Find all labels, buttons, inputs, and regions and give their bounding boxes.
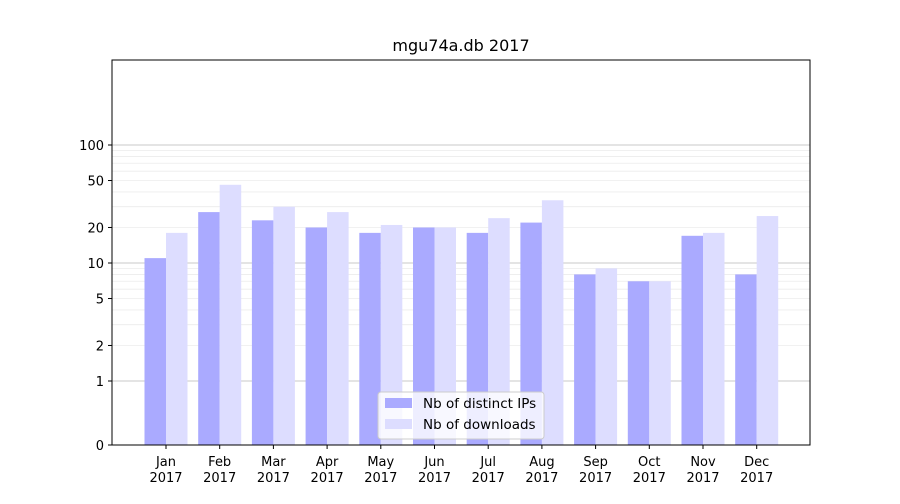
x-axis: Jan 2017 Feb 2017 Mar 2017 Apr 2017 May 2017 Jun 20… (149, 445, 773, 486)
bar-downloads (219, 184, 242, 446)
x-tick-label: Jul 2017 (472, 455, 505, 486)
bar-downloads (434, 227, 456, 445)
x-tick-label: May 2017 (364, 455, 397, 486)
bar-downloads (541, 200, 564, 445)
y-tick-label: 50 (87, 175, 104, 190)
x-tick-label: Jan 2017 (149, 455, 182, 486)
bar-distinct-ips (413, 227, 435, 445)
legend-label-distinct-ips: Nb of distinct IPs (423, 396, 536, 412)
bar-downloads (273, 206, 295, 445)
bar-downloads (166, 232, 188, 445)
bar-downloads (703, 232, 725, 445)
y-tick-label: 2 (96, 339, 104, 354)
bar-distinct-ips (735, 274, 757, 445)
y-tick-label: 100 (79, 139, 104, 154)
x-tick-label: Jun 2017 (418, 455, 451, 486)
bar-distinct-ips (359, 232, 381, 445)
x-tick-label: Nov 2017 (686, 455, 719, 486)
x-tick-label: Oct 2017 (633, 455, 666, 486)
x-tick-label: Aug 2017 (525, 455, 558, 486)
x-tick-label: Mar 2017 (257, 455, 290, 486)
legend: Nb of distinct IPs Nb of downloads (377, 391, 545, 440)
y-tick-label: 10 (87, 257, 104, 272)
plot-frame (111, 59, 811, 446)
bar-distinct-ips (198, 212, 220, 445)
bar-distinct-ips (251, 220, 274, 445)
legend-swatch-distinct-ips (385, 398, 412, 408)
chart-title: mgu74a.db 2017 (392, 36, 529, 55)
legend-label-downloads: Nb of downloads (423, 417, 536, 433)
y-axis: 0 1 2 5 10 20 50 100 (79, 139, 112, 454)
bar-distinct-ips (520, 222, 542, 445)
bar-downloads (649, 281, 671, 445)
bar-distinct-ips (144, 258, 166, 445)
bar-distinct-ips (574, 274, 596, 445)
y-tick-label: 20 (87, 221, 104, 236)
legend-box (377, 391, 545, 440)
x-tick-label: Feb 2017 (203, 455, 236, 486)
bar-distinct-ips (305, 227, 328, 445)
x-tick-label: Sep 2017 (579, 455, 612, 486)
bar-distinct-ips (681, 235, 703, 445)
bar-distinct-ips (627, 281, 650, 445)
y-tick-label: 0 (96, 439, 104, 454)
bar-downloads (380, 224, 403, 445)
bars (144, 184, 779, 446)
x-tick-label: Apr 2017 (311, 455, 344, 486)
y-tick-label: 1 (96, 375, 104, 390)
bar-downloads (595, 268, 618, 445)
x-tick-label: Dec 2017 (740, 455, 773, 486)
bar-downloads (756, 216, 779, 445)
bar-downloads (488, 218, 510, 445)
y-tick-label: 5 (96, 293, 104, 308)
legend-swatch-downloads (385, 419, 412, 429)
bar-downloads (327, 212, 349, 445)
